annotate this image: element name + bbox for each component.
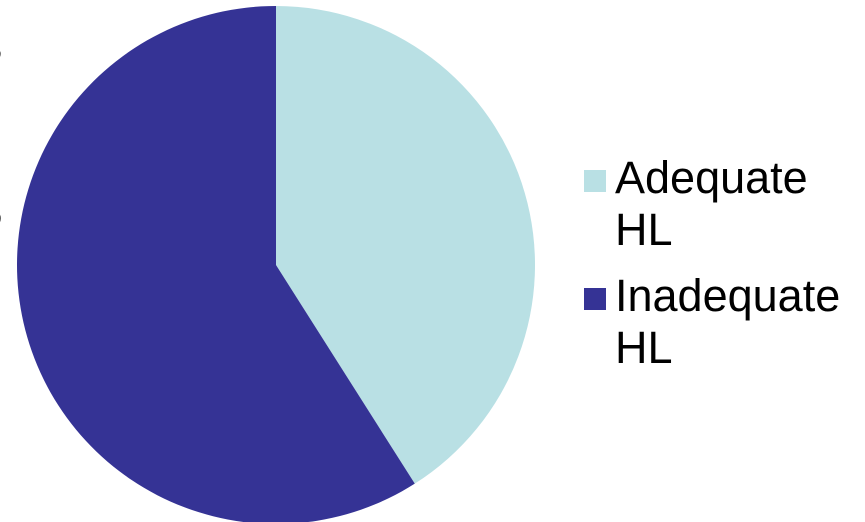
legend-swatch-inadequate	[584, 288, 606, 310]
clipped-data-labels: 3 5	[0, 0, 16, 522]
legend-label-inadequate: Inadequate HL	[615, 270, 840, 374]
legend-label-adequate: Adequate HL	[615, 152, 808, 256]
legend-label-adequate-line2: HL	[615, 204, 673, 255]
data-label-clipped-2: 5	[0, 192, 2, 236]
legend-item-inadequate: Inadequate HL	[579, 270, 865, 388]
legend-label-inadequate-line2: HL	[615, 322, 673, 373]
legend: Adequate HL Inadequate HL	[579, 152, 865, 388]
legend-label-adequate-line1: Adequate	[615, 152, 808, 203]
data-label-clipped-1: 3	[0, 26, 2, 70]
pie-slice-adequate-hl	[276, 6, 535, 484]
pie-slice-inadequate-hl	[17, 6, 415, 522]
legend-label-inadequate-line1: Inadequate	[615, 270, 841, 321]
legend-swatch-adequate	[584, 170, 606, 192]
legend-item-adequate: Adequate HL	[579, 152, 865, 270]
